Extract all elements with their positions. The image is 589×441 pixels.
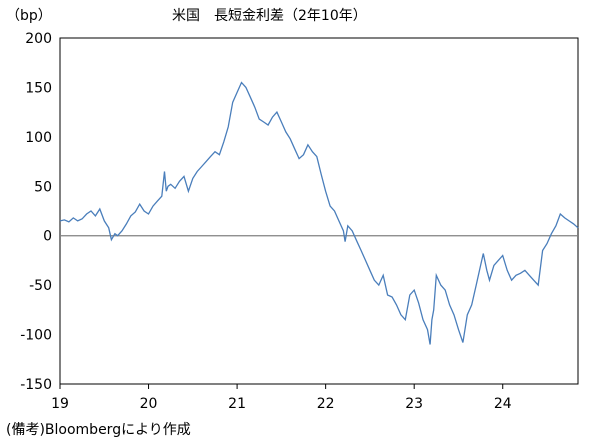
- y-tick-label: 150: [25, 80, 52, 96]
- x-tick-label: 21: [228, 396, 246, 412]
- x-tick-label: 24: [494, 396, 512, 412]
- y-unit-label: （bp）: [6, 8, 52, 24]
- source-note: (備考)Bloombergにより作成: [6, 422, 191, 438]
- x-tick-label: 23: [405, 396, 423, 412]
- y-tick-label: -50: [29, 278, 52, 294]
- y-tick-label: 50: [34, 179, 52, 195]
- y-tick-label: 0: [43, 229, 52, 245]
- y-tick-label: 100: [25, 130, 52, 146]
- x-tick-labels: 19 20 21 22 23 24: [51, 396, 512, 412]
- x-tick-label: 22: [317, 396, 335, 412]
- x-tick-label: 19: [51, 396, 69, 412]
- y-tick-label: 200: [25, 31, 52, 47]
- y-tick-label: -150: [20, 377, 52, 393]
- y-tick-labels: 200 150 100 50 0 -50 -100 -150: [20, 31, 52, 393]
- plot-frame: [59, 37, 579, 385]
- x-tick-label: 20: [140, 396, 158, 412]
- chart-title: 米国 長短金利差（2年10年）: [172, 8, 367, 24]
- series-line-spread: [59, 81, 579, 345]
- x-tick-marks: [59, 384, 504, 389]
- y-tick-label: -100: [20, 328, 52, 344]
